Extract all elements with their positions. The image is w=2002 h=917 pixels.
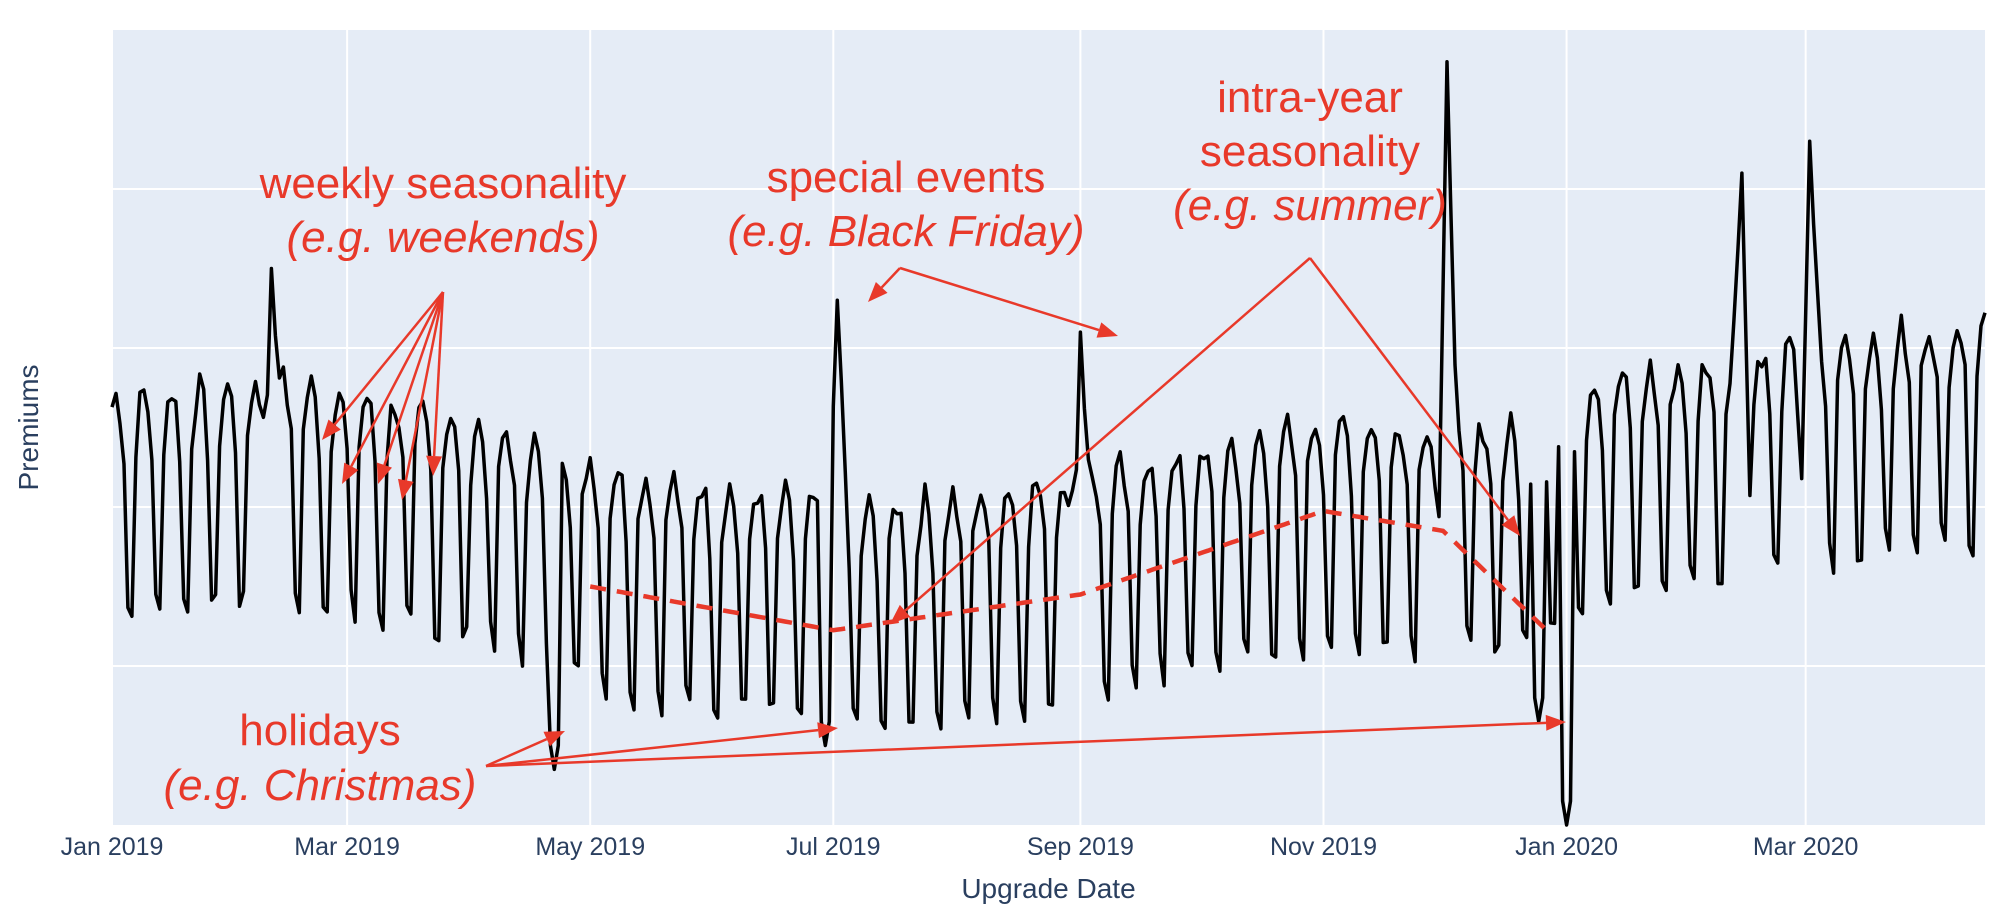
x-tick-label: May 2019	[535, 833, 645, 861]
y-axis-title: Premiums	[13, 364, 44, 490]
annotation-holidays-title: holidays	[239, 706, 400, 755]
series-layer	[110, 60, 1987, 827]
annotation-intra-example: (e.g. summer)	[1173, 181, 1447, 230]
annotation-arrows	[322, 257, 1566, 768]
x-tick-label: Sep 2019	[1027, 833, 1134, 861]
annotation-events-title: special events	[767, 153, 1046, 202]
annotation-intra-title: intra-year	[1217, 73, 1403, 122]
annotation-weekly-title: weekly seasonality	[259, 159, 627, 208]
x-tick-labels: Jan 2019 Mar 2019 May 2019 Jul 2019 Sep 2019…	[61, 833, 1859, 861]
arrow-intra	[890, 257, 1311, 624]
x-tick-label: Jul 2019	[786, 833, 881, 861]
arrow-weekly	[376, 291, 445, 484]
arrow-events	[899, 266, 1118, 338]
arrow-weekly	[322, 291, 444, 440]
trend-dashed-line	[589, 508, 1553, 636]
arrow-weekly	[342, 291, 445, 484]
arrow-events	[868, 267, 901, 302]
arrow-weekly	[426, 291, 445, 476]
x-tick-label: Mar 2019	[294, 833, 400, 861]
x-tick-label: Jan 2019	[61, 833, 164, 861]
arrow-intra	[1309, 257, 1520, 536]
premiums-line	[110, 60, 1987, 827]
annotation-intra-title-2: seasonality	[1200, 127, 1420, 176]
annotation-holidays-example: (e.g. Christmas)	[164, 761, 477, 810]
annotation-weekly-example: (e.g. weekends)	[286, 213, 599, 262]
arrow-holidays	[485, 731, 565, 768]
x-tick-label: Jan 2020	[1515, 833, 1618, 861]
x-tick-label: Mar 2020	[1753, 833, 1859, 861]
annotation-events-example: (e.g. Black Friday)	[728, 207, 1085, 256]
arrow-holidays	[485, 714, 1566, 768]
trend-layer	[589, 508, 1553, 636]
arrow-weekly	[398, 291, 445, 500]
x-axis-title: Upgrade Date	[961, 873, 1135, 904]
x-tick-label: Nov 2019	[1270, 833, 1377, 861]
arrow-holidays	[485, 722, 838, 768]
